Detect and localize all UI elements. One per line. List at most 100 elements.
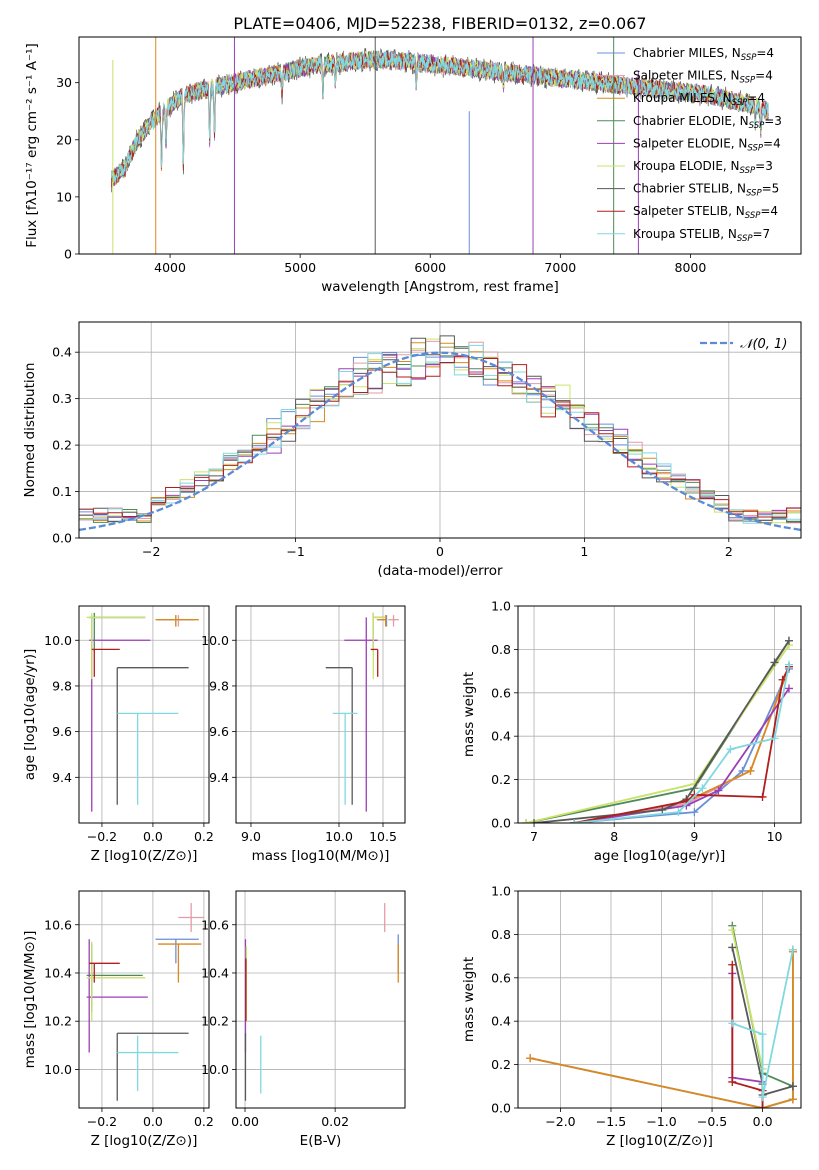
x-tick-label: 0 (436, 544, 444, 559)
y-tick-label: 1.0 (491, 884, 511, 899)
weight-line-8 (574, 664, 790, 823)
y-tick-label: 9.4 (52, 770, 72, 785)
x-tick-label: 10.5 (369, 829, 397, 844)
y-axis-label: mass weight (461, 957, 477, 1042)
weight-marker (770, 734, 779, 743)
weight-marker (522, 819, 531, 823)
weight-marker (788, 945, 797, 954)
x-tick-label: 5000 (284, 260, 316, 275)
x-tick-label: 10 (767, 829, 783, 844)
y-tick-label: 0.6 (491, 970, 511, 985)
weight-line-3 (525, 640, 790, 823)
y-tick-label: 10.0 (201, 1062, 229, 1077)
y-tick-label: 0.4 (491, 729, 511, 744)
legend-entry: Kroupa ELODIE, NSSP=3 (633, 159, 773, 176)
spectrum-line-7 (111, 51, 769, 188)
weight-marker (698, 784, 707, 793)
y-tick-label: 10.6 (201, 917, 229, 932)
weight-line-5 (731, 929, 764, 1070)
axes-frame (517, 890, 802, 1109)
y-tick-label: 0.0 (491, 1101, 511, 1116)
x-tick-label: −0.5 (697, 1114, 727, 1129)
weight-marker (726, 745, 735, 754)
figure-title: PLATE=0406, MJD=52238, FIBERID=0132, z=0… (233, 14, 646, 33)
x-tick-label: 1 (580, 544, 588, 559)
x-tick-label: −1 (286, 544, 304, 559)
y-tick-label: 10.0 (44, 1062, 72, 1077)
plot-area (111, 37, 769, 254)
normal-reference-curve (79, 351, 801, 532)
mass-vs-z-panel: −0.2 0.0 0.2 10.0 10.2 10.4 10.6 Z [log10(Z/Z⊙)… (22, 890, 214, 1149)
weight-marker (758, 1093, 767, 1102)
weight-marker (758, 1104, 767, 1108)
weight-marker (728, 960, 737, 969)
weight-marker (758, 1030, 767, 1039)
y-tick-label: 30 (56, 75, 72, 90)
weight-marker (784, 660, 793, 669)
plot-area (86, 903, 204, 1101)
weight-marker (728, 1019, 737, 1028)
legend-entry: Kroupa STELIB, NSSP=7 (633, 227, 770, 244)
weight-marker (570, 819, 579, 823)
x-tick-label: −2.0 (545, 1114, 575, 1129)
axes-frame (235, 890, 406, 1109)
y-axis-label: Flux [fλ10⁻¹⁷ erg cm⁻² s⁻¹ A⁻¹] (24, 43, 40, 248)
spectrum-line-8 (111, 50, 769, 184)
axes-frame (78, 36, 802, 255)
x-tick-label: 6000 (414, 260, 446, 275)
weight-marker (788, 1082, 797, 1091)
y-tick-label: 0.2 (491, 1057, 511, 1072)
weight-line-4 (573, 687, 790, 823)
x-axis-label: Z [log10(Z/Z⊙)] (91, 1133, 198, 1149)
axes-frame (78, 890, 210, 1109)
x-tick-label: −0.2 (87, 829, 117, 844)
x-tick-label: 0.0 (753, 1114, 773, 1129)
x-axis-label: Z [log10(Z/Z⊙)] (606, 1133, 713, 1149)
plot-area (244, 903, 399, 1101)
y-tick-label: 0.4 (52, 345, 72, 360)
x-tick-label: −1.0 (646, 1114, 676, 1129)
x-axis-label: age [log10(age/yr)] (594, 848, 726, 864)
weight-marker (674, 808, 683, 817)
y-tick-label: 10 (56, 189, 72, 204)
weight-marker (784, 684, 793, 693)
x-tick-label: 8000 (675, 260, 707, 275)
weight-marker (728, 1077, 737, 1086)
axes-frame (235, 605, 406, 824)
y-tick-label: 0.0 (491, 816, 511, 831)
y-tick-label: 0.2 (491, 772, 511, 787)
x-tick-label: 0.0 (143, 1114, 163, 1129)
y-tick-label: 20 (56, 132, 72, 147)
y-axis-label: mass weight (461, 672, 477, 757)
mass-weight-vs-age-panel: 7 8 9 10 0.0 0.2 0.4 0.6 0.8 1.0 age [log10(age/yr… (461, 599, 802, 864)
weight-marker (728, 926, 737, 935)
legend-entry: Chabrier MILES, NSSP=4 (633, 46, 774, 63)
x-tick-label: 2 (725, 544, 733, 559)
x-tick-label: 4000 (154, 260, 186, 275)
y-axis-label: mass [log10(M/M⊙)] (22, 931, 38, 1069)
weight-marker (784, 636, 793, 645)
mass-vs-ebv-panel: 0.00 0.02 10.0 10.2 10.4 10.6 E(B-V) (201, 890, 406, 1149)
plot-area (86, 612, 199, 812)
plot-area (325, 612, 399, 812)
weight-marker (758, 792, 767, 801)
weight-line-7 (573, 666, 790, 823)
y-tick-label: 0 (64, 247, 72, 262)
weight-marker (788, 1095, 797, 1104)
axes-frame (517, 605, 802, 824)
y-tick-label: 10.0 (201, 633, 229, 648)
x-tick-label: −0.2 (87, 1114, 117, 1129)
y-axis-label: Normed distribution (22, 363, 38, 498)
y-axis-label: age [log10(age/yr)] (22, 649, 38, 781)
x-tick-label: 10.0 (325, 829, 353, 844)
residuals-panel: −2 −1 0 1 2 0.0 0.1 0.2 0.3 0.4 (data-model)/error… (22, 321, 802, 579)
age-vs-z-panel: −0.2 0.0 0.2 9.4 9.6 9.8 10.0 Z [log10(Z/Z⊙)] ag… (22, 605, 214, 864)
y-tick-label: 10.4 (44, 965, 72, 980)
legend-entry: Chabrier ELODIE, NSSP=3 (633, 114, 782, 131)
histogram-series-7 (79, 355, 801, 522)
y-tick-label: 0.8 (491, 927, 511, 942)
x-axis-label: (data-model)/error (377, 563, 503, 579)
y-tick-label: 0.6 (491, 685, 511, 700)
legend-entry: Kroupa MILES, NSSP=4 (633, 91, 765, 108)
legend-entry: Chabrier STELIB, NSSP=5 (633, 182, 779, 199)
